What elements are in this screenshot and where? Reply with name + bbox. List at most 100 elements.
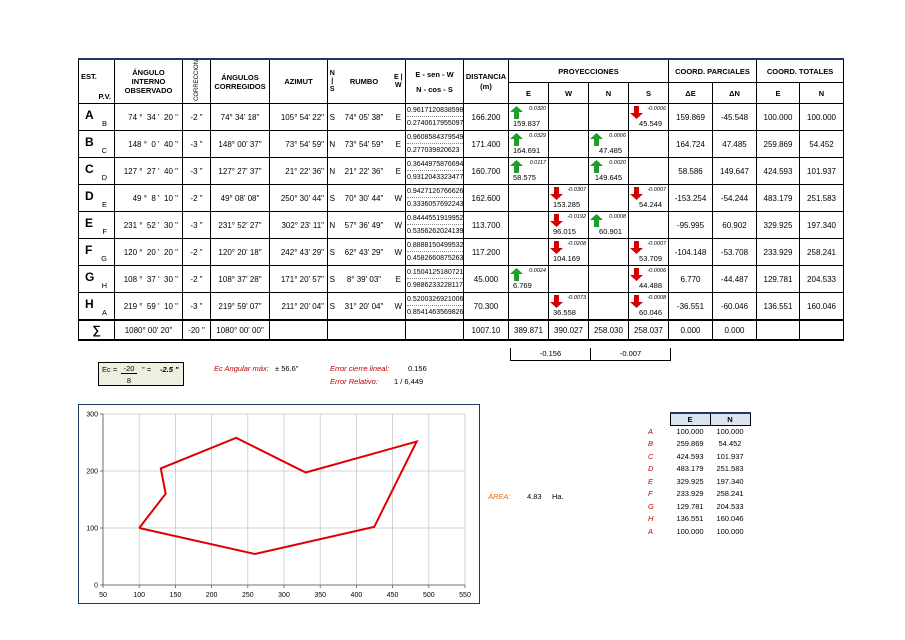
sum-n: 258.030	[588, 319, 629, 342]
azimuth: 242° 43' 29"	[269, 238, 328, 267]
table-row: C D 127 ° 27 ' 40 " -3 " 127° 27' 37" 21° 22'…	[78, 157, 845, 186]
projection-n: 0.0008 60.901	[588, 211, 629, 240]
sighted-point-label: G	[101, 254, 107, 264]
distance: 70.300	[463, 292, 509, 321]
correction: -2 "	[182, 184, 211, 213]
projection-value: 44.488	[639, 281, 662, 291]
x-tick-label: 200	[206, 592, 218, 599]
coord-point: F	[648, 489, 653, 499]
arrow-down-icon	[630, 295, 643, 309]
area-unit: Ha.	[552, 492, 564, 501]
sin-cos: 0.8888150499532 0.4582660875263	[405, 238, 464, 267]
bearing-ns: S	[327, 292, 337, 321]
bearing-ns: S	[327, 265, 337, 294]
total-e: 136.551	[756, 292, 800, 321]
sin-cos: 0.1504125180721 0.9886233228117	[405, 265, 464, 294]
total-n: 251.583	[798, 184, 845, 213]
sighted-point-label: C	[101, 146, 107, 156]
projection-s	[628, 130, 669, 159]
total-e: 424.593	[756, 157, 800, 186]
sum-corrected-angle: 1080° 00' 00"	[210, 319, 270, 342]
y-tick-label: 0	[94, 583, 98, 590]
coord-row: F 233.929 258.241	[645, 488, 750, 501]
partial-dn: 149.647	[712, 157, 757, 186]
sum-de: 0.000	[668, 319, 713, 342]
arrow-up-icon	[510, 160, 523, 174]
station-label: E	[85, 216, 94, 231]
header-de: ΔE	[668, 82, 713, 105]
station-label: C	[85, 162, 94, 177]
coord-point: C	[648, 451, 654, 461]
sighted-point-label: H	[101, 281, 107, 291]
distance: 160.700	[463, 157, 509, 186]
bearing: 57° 36' 49"	[336, 211, 392, 240]
ec-label: Ec =	[102, 365, 118, 374]
header-azimut: AZIMUT	[269, 58, 328, 105]
arrow-down-icon	[630, 268, 643, 282]
distance: 171.400	[463, 130, 509, 159]
total-n: 204.533	[798, 265, 845, 294]
projection-e: 0.0117 58.575	[508, 157, 549, 186]
projection-value: 164.691	[513, 146, 541, 156]
partial-dn: -44.487	[712, 265, 757, 294]
total-n: 101.937	[798, 157, 845, 186]
bearing-ew: E	[391, 103, 406, 132]
sin-cos: 0.8444551919952 0.5356262024139	[405, 211, 464, 240]
coord-n: 160.046	[716, 514, 744, 524]
projection-w: -0.0073 36.558	[548, 292, 589, 321]
coord-point: B	[648, 439, 654, 449]
projection-value: 58.575	[513, 173, 536, 183]
projection-value: 45.549	[639, 119, 662, 129]
arrow-down-icon	[550, 241, 563, 255]
correction: -2 "	[182, 103, 211, 132]
partial-dn: 47.485	[712, 130, 757, 159]
sighted-point-label: E	[101, 200, 107, 210]
correction: -2 "	[182, 238, 211, 267]
partial-de: -153.254	[668, 184, 713, 213]
distance: 117.200	[463, 238, 509, 267]
ec-result: -2.5 "	[160, 365, 179, 374]
coord-n: 54.452	[718, 439, 742, 449]
linear-error-value: 0.156	[408, 364, 427, 373]
projection-n	[588, 103, 629, 132]
projection-n	[588, 265, 629, 294]
arrow-down-icon	[550, 214, 563, 228]
header-ns: N | S	[327, 58, 337, 105]
observed-angle: 148 ° 0 ' 40 "	[114, 130, 183, 159]
sighted-point-label: D	[101, 173, 107, 183]
x-tick-label: 150	[170, 592, 182, 599]
header-rumbo: RUMBO	[336, 58, 392, 105]
total-n: 160.046	[798, 292, 845, 321]
azimuth: 171° 20' 57"	[269, 265, 328, 294]
arrow-up-icon	[590, 133, 603, 147]
projection-w	[548, 157, 589, 186]
coord-header-blank	[645, 413, 670, 425]
coord-row: B 259.869 54.452	[645, 438, 750, 451]
sin-cos: 0.5200326921006 0.8541463569826	[405, 292, 464, 321]
x-tick-label: 400	[351, 592, 363, 599]
table-row: E F 231 ° 52 ' 30 " -3 " 231° 52' 27" 302° 23…	[78, 211, 845, 240]
projection-correction: 0.0020	[609, 160, 626, 167]
total-n: 54.452	[798, 130, 845, 159]
table-row: D E 49 ° 8 ' 10 " -2 " 49° 08' 08" 250° 30' 4…	[78, 184, 845, 213]
projection-value: 60.046	[639, 308, 662, 318]
observed-angle: 49 ° 8 ' 10 "	[114, 184, 183, 213]
bearing-ew: W	[391, 238, 406, 267]
sum-angle: 1080° 00' 20"	[114, 319, 183, 342]
ec-unit: " =	[142, 365, 152, 374]
projection-e	[508, 184, 549, 213]
sum-empty	[798, 319, 845, 342]
distance: 113.700	[463, 211, 509, 240]
projection-correction: 0.0008	[609, 214, 626, 221]
sin-cos: 0.9608584379549 0.277039820623	[405, 130, 464, 159]
projection-value: 54.244	[639, 200, 662, 210]
total-e: 100.000	[756, 103, 800, 132]
projection-correction: 0.0006	[609, 133, 626, 140]
bearing-ew: E	[391, 265, 406, 294]
corrected-angle: 148° 00' 37"	[210, 130, 270, 159]
ec-numerator: -20	[121, 364, 137, 374]
